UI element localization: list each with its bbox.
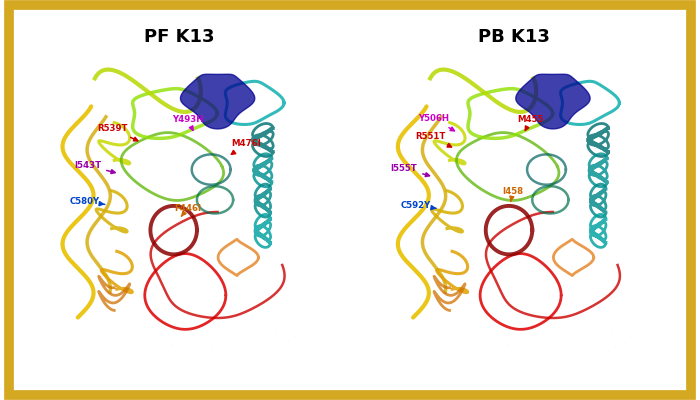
Polygon shape [181, 74, 255, 129]
Ellipse shape [43, 57, 314, 367]
Text: C580Y: C580Y [69, 197, 105, 206]
Text: PB K13: PB K13 [478, 28, 550, 46]
Text: F446I: F446I [174, 204, 201, 216]
Text: R551T: R551T [415, 132, 452, 147]
Text: C592Y: C592Y [400, 201, 436, 210]
Text: Y493H: Y493H [172, 115, 203, 130]
Ellipse shape [379, 57, 650, 367]
Text: I555T: I555T [391, 164, 430, 176]
Text: R539T: R539T [97, 124, 138, 141]
Text: M455: M455 [518, 115, 544, 130]
Text: M476I: M476I [231, 139, 261, 154]
Text: I458: I458 [503, 187, 524, 202]
Text: I543T: I543T [74, 161, 115, 174]
Text: Y506H: Y506H [419, 114, 454, 131]
Polygon shape [516, 74, 590, 129]
Text: PF K13: PF K13 [144, 28, 214, 46]
